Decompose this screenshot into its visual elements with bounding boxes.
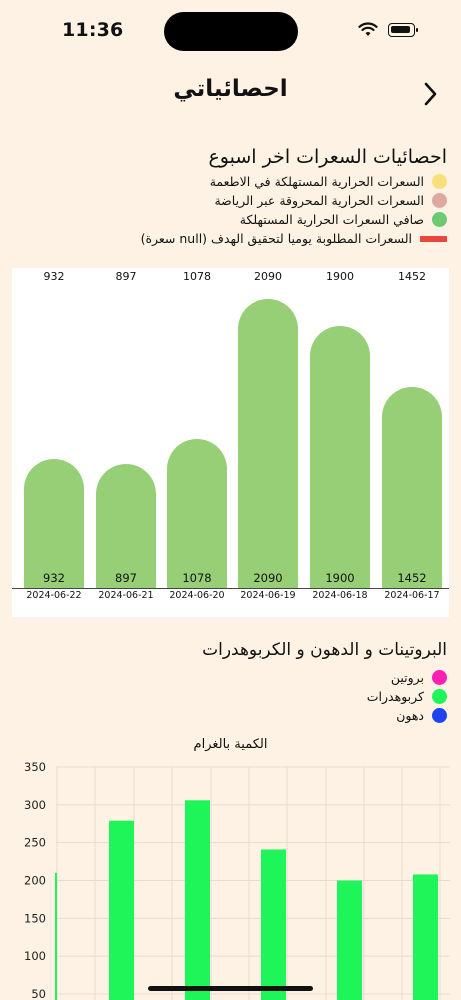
calories-legend-item: صافي السعرات الحرارية المستهلكة: [240, 212, 447, 227]
y-tick-label: 100: [24, 949, 46, 963]
calories-bar-value: 1078: [167, 571, 227, 585]
y-tick-label: 350: [24, 760, 46, 774]
calories-bar: [238, 299, 298, 588]
calories-bar: [382, 387, 442, 588]
legend-swatch: [432, 174, 447, 189]
y-tick-label: 300: [24, 798, 46, 812]
calories-top-label: 897: [96, 270, 156, 283]
calories-date-label: 2024-06-18: [304, 590, 376, 601]
calories-date-label: 2024-06-21: [90, 590, 162, 601]
back-button[interactable]: [418, 80, 442, 108]
calories-bar-value: 897: [96, 571, 156, 585]
calories-top-label: 1900: [310, 270, 370, 283]
calories-bar: [310, 326, 370, 588]
legend-label: السعرات المطلوبة يوميا لتحقيق الهدف (nul…: [141, 231, 412, 246]
calories-chart: 932 932 2024-06-22 897 897 2024-06-21 1078 1078…: [12, 268, 449, 617]
calories-top-label: 1452: [382, 270, 442, 283]
legend-swatch: [432, 212, 447, 227]
macro-bar: [413, 874, 438, 1000]
calories-top-label: 932: [24, 270, 84, 283]
wifi-icon: [358, 22, 378, 37]
calories-bar-value: 1900: [310, 571, 370, 585]
calories-bar: [96, 464, 156, 588]
calories-top-label: 1078: [167, 270, 227, 283]
legend-label: السعرات الحرارية المستهلكة في الاطعمة: [210, 174, 424, 189]
y-tick-label: 250: [24, 836, 46, 850]
macros-chart: 350 300 250 200 150 100 50: [0, 755, 461, 1000]
macro-bar: [185, 800, 210, 1000]
macros-legend-item: كربوهدرات: [367, 689, 447, 704]
page-title: احصائياتي: [0, 76, 461, 102]
chevron-right-icon: [418, 80, 442, 108]
macro-bar: [109, 821, 134, 1000]
legend-label: بروتين: [391, 670, 424, 685]
macros-section-title: البروتينات و الدهون و الكربوهدرات: [202, 640, 447, 660]
macros-legend-item: بروتين: [391, 670, 447, 685]
battery-icon: [388, 23, 415, 37]
y-tick-label: 200: [24, 874, 46, 888]
home-indicator: [148, 986, 313, 991]
y-tick-label: 150: [24, 911, 46, 925]
legend-swatch: [432, 193, 447, 208]
macros-chart-title: الكمية بالغرام: [0, 737, 461, 752]
macros-legend-item: دهون: [396, 708, 447, 723]
dynamic-island: [164, 12, 298, 51]
status-time: 11:36: [62, 19, 123, 41]
macro-bar: [55, 873, 57, 1000]
calories-bar: [24, 459, 84, 588]
macro-bar: [261, 849, 286, 1000]
calories-bar-value: 1452: [382, 571, 442, 585]
legend-label: دهون: [396, 708, 424, 723]
legend-swatch: [432, 708, 447, 723]
calories-bar-value: 932: [24, 571, 84, 585]
calories-axis: [12, 588, 449, 589]
legend-label: صافي السعرات الحرارية المستهلكة: [240, 212, 424, 227]
macro-bar: [337, 881, 362, 1000]
calories-legend-item: السعرات المطلوبة يوميا لتحقيق الهدف (nul…: [141, 231, 447, 246]
calories-date-label: 2024-06-19: [232, 590, 304, 601]
legend-label: كربوهدرات: [367, 689, 424, 704]
y-tick-label: 50: [31, 987, 46, 1000]
calories-date-label: 2024-06-17: [376, 590, 448, 601]
calories-bar-value: 2090: [238, 571, 298, 585]
legend-swatch: [432, 670, 447, 685]
calories-section-title: احصائيات السعرات اخر اسبوع: [208, 146, 447, 168]
legend-swatch: [420, 236, 447, 242]
calories-legend-item: السعرات الحرارية المستهلكة في الاطعمة: [210, 174, 447, 189]
calories-top-label: 2090: [238, 270, 298, 283]
calories-date-label: 2024-06-20: [161, 590, 233, 601]
legend-swatch: [432, 689, 447, 704]
calories-bar: [167, 439, 227, 588]
calories-legend-item: السعرات الحرارية المحروقة عبر الرياضة: [214, 193, 447, 208]
calories-date-label: 2024-06-22: [18, 590, 90, 601]
legend-label: السعرات الحرارية المحروقة عبر الرياضة: [214, 193, 424, 208]
